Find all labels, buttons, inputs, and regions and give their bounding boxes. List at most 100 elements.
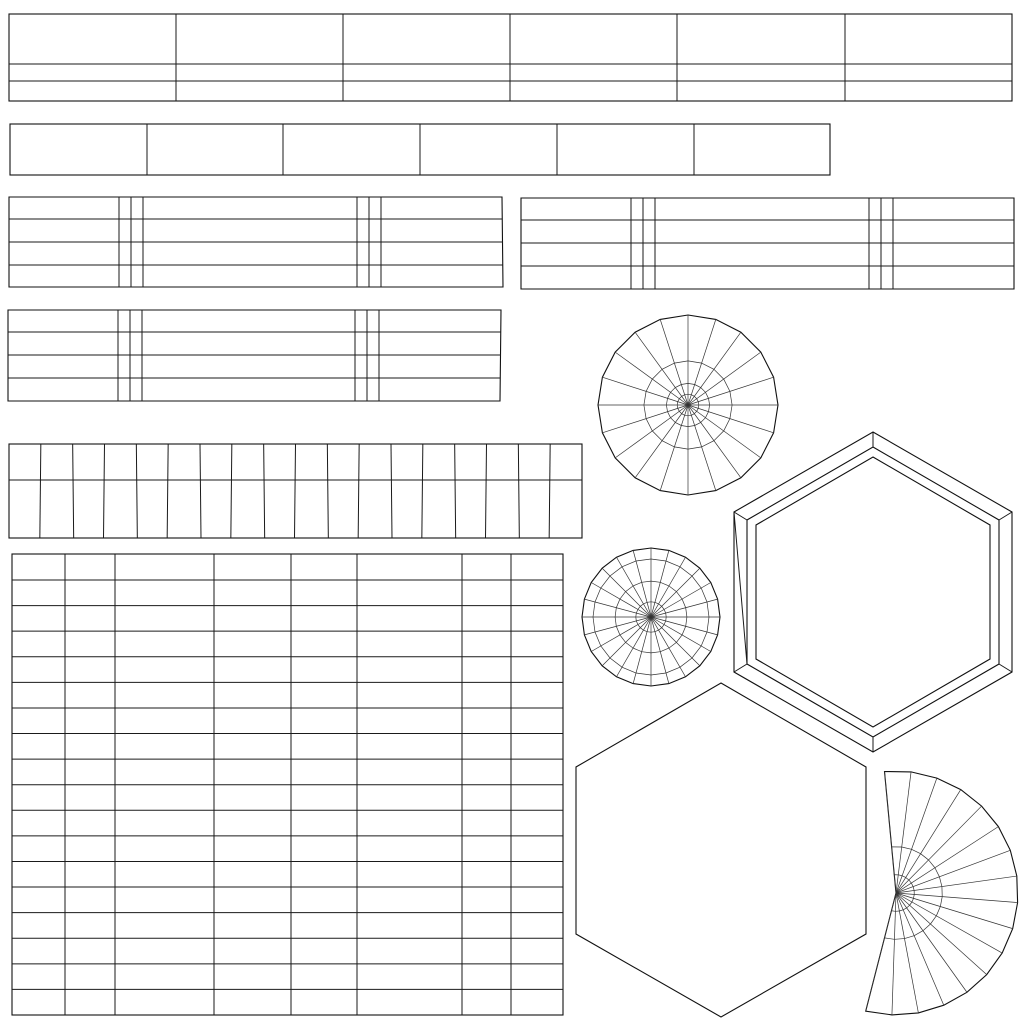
ribbed-strip [8,443,583,539]
disc-spoke [634,404,689,479]
fan-inner-arc [911,882,914,887]
fan-spoke [895,849,1011,894]
ribbed-strip-divider [166,443,169,539]
fan-spoke [895,805,982,894]
fan-inner-arc [905,877,910,881]
disc-spoke [614,351,689,406]
disc-spoke [659,319,689,406]
disc-spoke [687,319,717,406]
fan-inner-arc [901,875,906,878]
disc-spoke [687,351,762,406]
hexagon-plain-outline [575,682,867,1018]
banded-panel-b [520,197,1015,290]
ribbed-strip-divider [230,443,233,539]
second-strip [9,123,831,176]
disc-spoke [687,404,742,479]
ribbed-strip-divider [390,443,393,539]
disc-spoke [687,404,762,459]
grid-panel-lines [12,554,563,1015]
ribbed-strip-divider [548,443,551,539]
disc-spoke [650,557,686,618]
fan-inner-arc [934,867,940,877]
ribbed-strip-divider [454,443,457,539]
ribbed-strip-divider [263,443,266,539]
hexagon-frame-inner [755,456,991,728]
disc-spoke [650,616,711,652]
fan-inner-arc [939,876,943,887]
disc-spoke [614,404,689,459]
fan-inner-arc [891,910,896,912]
fan-spoke [895,875,1017,894]
fan-spoke [895,771,912,894]
disc-spoke [650,616,718,636]
disc-spoke [602,404,689,434]
disc-spoke [601,616,652,667]
ribbed-strip-dividers [39,443,551,539]
disc-spoke [616,557,652,618]
disc-spoke [634,331,689,406]
radial-disc-large [597,314,779,496]
fan-inner-arc [898,874,903,877]
disc-spoke [632,616,652,684]
fan-spoke [895,789,962,894]
disc-spoke [650,598,718,618]
hexagon-frame-outer [733,431,1013,753]
disc-spoke [650,616,670,684]
disc-spoke [584,598,652,618]
fan-spoke [895,892,1003,954]
fan-spoke [895,777,938,894]
grid-panel [11,553,564,1016]
disc-spoke [659,404,689,491]
fan-segment-shape [865,770,1019,1016]
fan-inner-arc [901,846,912,850]
disc-spoke [591,616,652,652]
fan-inner-arc [906,904,910,909]
fan-spoke [895,892,968,993]
ribbed-strip-divider [103,443,105,539]
fan-spoke [895,892,945,1006]
fan-inner-arc [911,849,921,855]
fan-inner-arc [894,938,905,940]
fan-inner-arc [908,879,912,884]
ribbed-strip-divider [485,443,487,539]
disc-spoke [650,616,686,677]
ribbed-strip-divider [517,443,520,539]
ribbed-strip-divider [135,443,138,539]
disc-spoke [650,567,701,618]
fan-spoke [865,892,897,1012]
fan-inner-arc [911,898,914,903]
fan-spoke [891,892,897,1015]
disc-spoke [584,616,652,636]
disc-spoke [601,567,652,618]
fan-inner-arc [939,896,943,907]
hexagon-frame-middle [746,446,1000,738]
fan-inner-arc [936,906,941,916]
disc-spoke [650,582,711,618]
fan-spoke [895,892,1013,929]
ribbed-strip-divider [294,443,296,539]
fan-spoke [884,771,897,894]
ribbed-strip-divider [357,443,360,539]
fan-spoke [895,892,919,1013]
disc-spoke [616,616,652,677]
banded-panel-c [7,309,502,402]
disc-spoke [687,404,774,434]
fan-inner-arc [920,853,929,861]
disc-spoke [632,550,652,618]
fan-spoke [895,892,1018,903]
ribbed-strip-divider [39,443,42,539]
fan-inner-arc [902,907,907,911]
ribbed-strip-divider [326,443,329,539]
fan-inner-arc [912,886,915,891]
fan-inner-arc [909,901,913,906]
fan-inner-arc [904,935,915,939]
ribbed-strip-divider [199,443,202,539]
ribbed-strip-divider [72,443,75,539]
fan-inner-arc [922,923,931,931]
hexagon-frame [733,431,1013,753]
fan-inner-arc [884,937,895,940]
top-strip [8,13,1013,102]
banded-panel-a [8,196,504,288]
disc-spoke [687,376,774,406]
